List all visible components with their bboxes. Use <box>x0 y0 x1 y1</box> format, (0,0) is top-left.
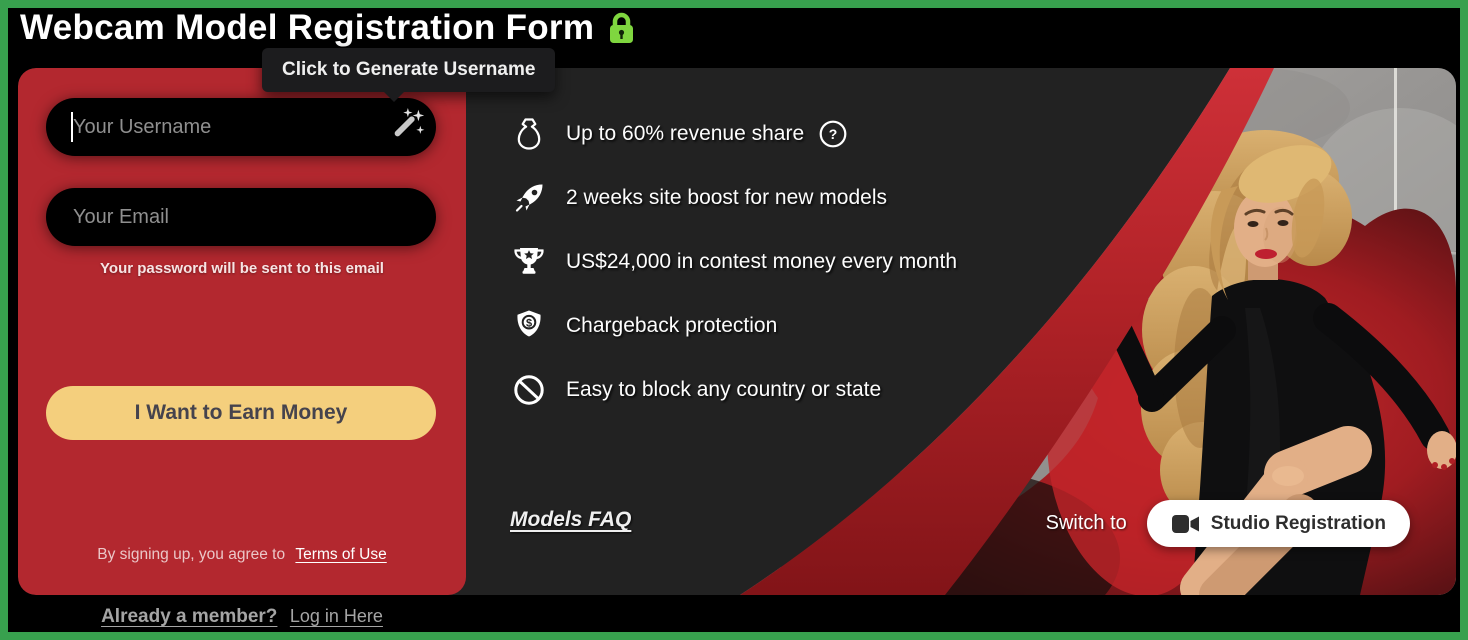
username-input[interactable] <box>46 98 436 156</box>
benefit-item: 2 weeks site boost for new models <box>510 176 957 220</box>
benefit-text: Chargeback protection <box>566 314 778 337</box>
page-title: Webcam Model Registration Form <box>20 8 635 48</box>
member-prompt: Already a member? <box>101 606 278 627</box>
generate-username-button[interactable] <box>381 103 429 151</box>
earn-money-button[interactable]: I Want to Earn Money <box>46 386 436 440</box>
benefit-item: $ Chargeback protection <box>510 304 957 348</box>
svg-text:?: ? <box>829 126 838 142</box>
lock-icon <box>610 12 634 43</box>
main-panel: Up to 60% revenue share ? 2 weeks site b… <box>18 68 1456 595</box>
benefit-text: US$24,000 in contest money every month <box>566 250 958 273</box>
studio-registration-button[interactable]: Studio Registration <box>1146 500 1410 547</box>
studio-registration-label: Studio Registration <box>1210 512 1386 534</box>
text-caret <box>71 112 73 142</box>
login-link[interactable]: Log in Here <box>289 606 383 626</box>
benefit-item: Easy to block any country or state <box>510 368 957 412</box>
shield-dollar-icon: $ <box>510 308 548 344</box>
terms-text: By signing up, you agree to Terms of Use <box>18 546 466 564</box>
username-field-wrap <box>46 98 436 156</box>
page-title-text: Webcam Model Registration Form <box>20 8 595 47</box>
magic-wand-icon <box>394 107 425 137</box>
email-input[interactable] <box>46 188 436 246</box>
terms-of-use-link[interactable]: Terms of Use <box>295 546 387 563</box>
benefit-item: US$24,000 in contest money every month <box>510 240 957 284</box>
benefits-list: Up to 60% revenue share ? 2 weeks site b… <box>510 112 957 432</box>
models-faq-link[interactable]: Models FAQ <box>510 508 632 531</box>
trophy-icon <box>510 244 548 280</box>
benefit-text: Up to 60% revenue share <box>566 122 805 145</box>
switch-row: Switch to Studio Registration <box>1046 500 1410 547</box>
block-icon <box>510 372 548 408</box>
generate-username-tooltip: Click to Generate Username <box>262 48 556 102</box>
rocket-icon <box>510 180 548 216</box>
help-icon[interactable]: ? <box>818 119 848 149</box>
svg-text:$: $ <box>526 317 532 329</box>
registration-form-panel: Your password will be sent to this email… <box>18 68 466 595</box>
benefit-text: Easy to block any country or state <box>566 378 882 401</box>
password-note: Your password will be sent to this email <box>100 260 384 277</box>
benefit-item: Up to 60% revenue share ? <box>510 112 957 156</box>
video-camera-icon <box>1171 514 1199 533</box>
email-field-wrap <box>46 188 436 246</box>
terms-prefix: By signing up, you agree to <box>97 546 286 563</box>
benefit-text: 2 weeks site boost for new models <box>566 186 887 209</box>
member-row: Already a member? Log in Here <box>18 606 466 628</box>
money-bag-icon <box>510 116 548 152</box>
switch-to-label: Switch to <box>1045 512 1127 534</box>
